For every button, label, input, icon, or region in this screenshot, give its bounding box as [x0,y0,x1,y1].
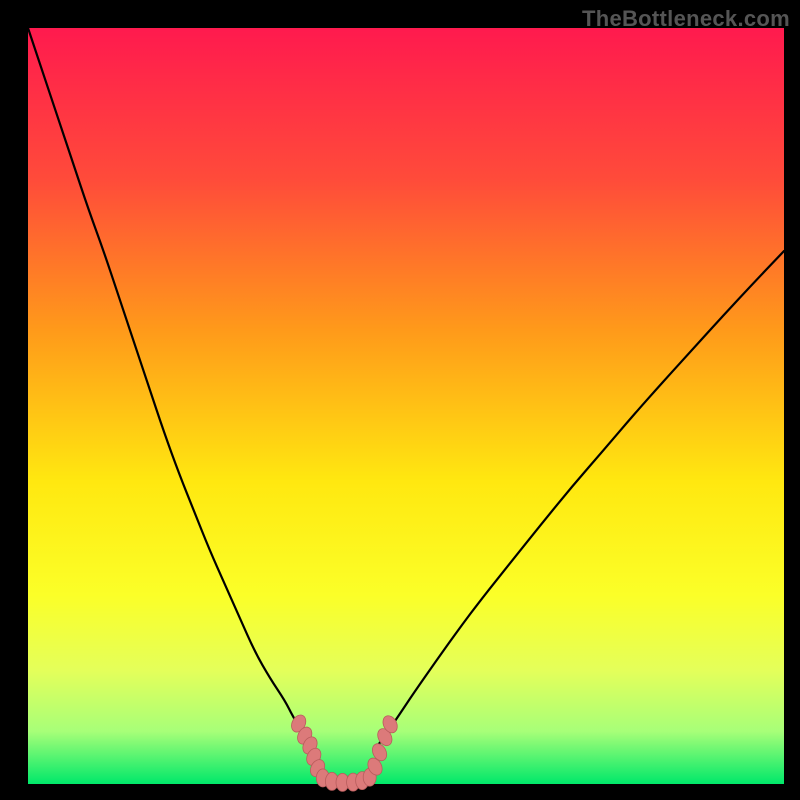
bottleneck-curve-chart [0,0,800,800]
chart-container: TheBottleneck.com [0,0,800,800]
plot-background [28,28,784,784]
